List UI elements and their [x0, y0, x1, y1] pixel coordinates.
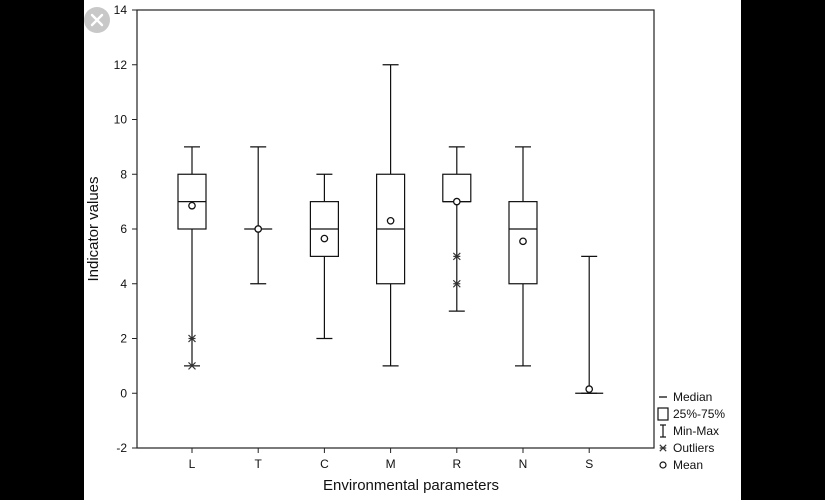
- close-button[interactable]: [84, 7, 110, 33]
- y-axis: -2 0 2 4 6 8 10 12 14: [114, 3, 137, 455]
- figure-panel: [84, 0, 741, 500]
- outlier-marker: [452, 279, 461, 288]
- box-item-M: [376, 64, 406, 367]
- y-tick-label: 14: [114, 3, 128, 17]
- x-tick-label: S: [585, 457, 593, 471]
- mean-marker: [386, 216, 395, 225]
- legend-mean-symbol: [659, 461, 667, 469]
- legend: Median 25%-75% Min-Max Outliers Mean: [657, 390, 725, 472]
- x-tick-label: T: [255, 457, 263, 471]
- legend-label: Median: [673, 390, 712, 404]
- legend-item: 25%-75%: [657, 407, 725, 421]
- y-tick-label: -2: [116, 441, 127, 455]
- legend-item: Median: [659, 390, 712, 404]
- legend-label: 25%-75%: [673, 407, 725, 421]
- legend-item: Min-Max: [660, 424, 719, 438]
- legend-item: Outliers: [659, 441, 714, 455]
- box-item-N: [508, 146, 538, 367]
- box-series: [177, 64, 604, 394]
- y-tick-label: 12: [114, 58, 128, 72]
- mean-marker: [254, 225, 263, 233]
- legend-label: Outliers: [673, 441, 714, 455]
- x-tick-label: R: [452, 457, 461, 471]
- box-item-C: [309, 173, 339, 340]
- y-tick-label: 4: [120, 277, 127, 291]
- outlier-marker: [188, 361, 196, 370]
- mean-marker: [519, 237, 527, 246]
- mean-marker: [585, 385, 594, 393]
- x-tick-label: N: [519, 457, 528, 471]
- x-tick-label: C: [320, 457, 329, 471]
- mean-marker: [320, 234, 329, 243]
- y-tick-label: 6: [120, 222, 127, 236]
- mean-marker: [188, 201, 196, 210]
- outlier-marker: [452, 252, 461, 261]
- mean-marker: [452, 197, 461, 206]
- x-tick-label: M: [386, 457, 396, 471]
- legend-item: Mean: [659, 458, 703, 472]
- legend-label: Mean: [673, 458, 703, 472]
- x-tick-label: L: [189, 457, 196, 471]
- legend-label: Min-Max: [673, 424, 719, 438]
- y-axis-label: Indicator values: [85, 176, 102, 281]
- box-item-T: [244, 146, 273, 285]
- x-axis-label: Environmental parameters: [323, 477, 499, 494]
- box-item-R: [442, 146, 472, 312]
- outlier-marker: [188, 334, 196, 343]
- y-tick-label: 8: [120, 167, 127, 181]
- box-item-S: [575, 255, 604, 394]
- y-tick-label: 0: [120, 386, 127, 400]
- iqr-box: [442, 173, 472, 203]
- y-tick-label: 2: [120, 332, 127, 346]
- y-tick-label: 10: [114, 113, 128, 127]
- box-item-L: [177, 146, 207, 370]
- legend-box-symbol: [657, 407, 669, 421]
- close-icon: [90, 13, 104, 27]
